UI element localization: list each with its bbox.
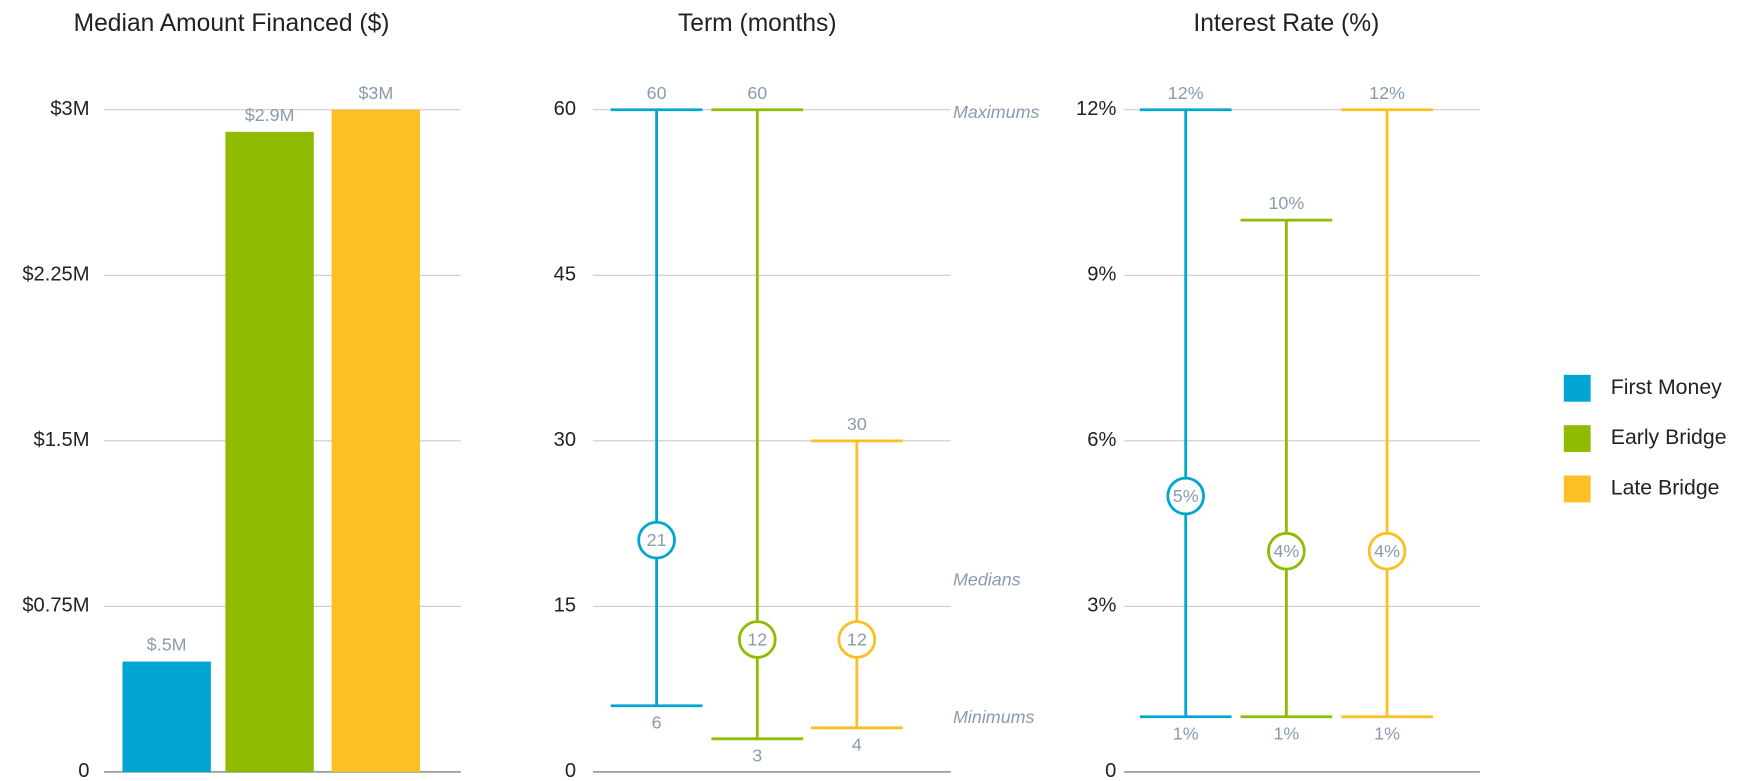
legend-swatch (1563, 475, 1591, 503)
y-tick-label: 12% (1076, 98, 1116, 120)
y-tick-label: 3% (1087, 595, 1116, 617)
median-marker (737, 620, 777, 659)
y-tick-label: 0 (1105, 760, 1116, 781)
median-label: 21 (647, 530, 667, 550)
min-label: 1% (1173, 723, 1199, 743)
y-tick-label: 6% (1087, 429, 1116, 451)
y-tick-label: 60 (554, 98, 576, 120)
median-label: 4% (1374, 541, 1400, 561)
annotation: Maximums (953, 102, 1039, 122)
y-tick-label: $2.25M (22, 264, 89, 286)
y-tick-label: $0.75M (22, 595, 89, 617)
y-tick-label: $3M (50, 98, 89, 120)
median-marker (837, 620, 877, 659)
max-label: 12% (1369, 83, 1405, 103)
median-marker (1166, 476, 1206, 516)
max-label: 10% (1268, 193, 1304, 213)
y-tick-label: 9% (1087, 264, 1116, 286)
bar (331, 109, 421, 772)
y-tick-label: 0 (78, 760, 89, 781)
median-label: 12 (747, 629, 767, 649)
y-tick-label: $1.5M (34, 429, 90, 451)
legend-label: Early Bridge (1611, 425, 1727, 449)
y-tick-label: 45 (554, 264, 576, 286)
max-label: 30 (847, 414, 867, 434)
median-label: 4% (1273, 541, 1299, 561)
min-label: 3 (752, 745, 762, 765)
min-label: 4 (852, 734, 862, 754)
min-label: 1% (1273, 723, 1299, 743)
legend-swatch (1563, 374, 1591, 402)
bar (225, 131, 314, 772)
chart-title: Interest Rate (%) (1193, 10, 1379, 37)
value-label: $2.9M (245, 105, 295, 125)
legend-label: Late Bridge (1611, 476, 1720, 500)
y-tick-label: 15 (554, 595, 576, 617)
median-marker (1367, 531, 1407, 571)
chart-title: Term (months) (678, 10, 837, 37)
value-label: $.5M (147, 635, 187, 655)
annotation: Medians (953, 569, 1021, 589)
y-tick-label: 0 (565, 760, 576, 781)
chart-title: Median Amount Financed ($) (74, 10, 390, 37)
annotation: Minimums (953, 707, 1034, 727)
min-label: 6 (652, 712, 662, 732)
max-label: 60 (647, 83, 667, 103)
legend-label: First Money (1611, 375, 1722, 399)
median-label: 5% (1173, 486, 1199, 506)
median-marker (637, 520, 676, 560)
legend-swatch (1563, 425, 1591, 453)
max-label: 60 (747, 83, 767, 103)
bar (122, 661, 211, 772)
y-tick-label: 30 (554, 429, 576, 451)
median-label: 12 (847, 629, 867, 649)
median-marker (1267, 531, 1306, 571)
value-label: $3M (358, 83, 393, 103)
max-label: 12% (1168, 83, 1204, 103)
min-label: 1% (1374, 723, 1400, 743)
